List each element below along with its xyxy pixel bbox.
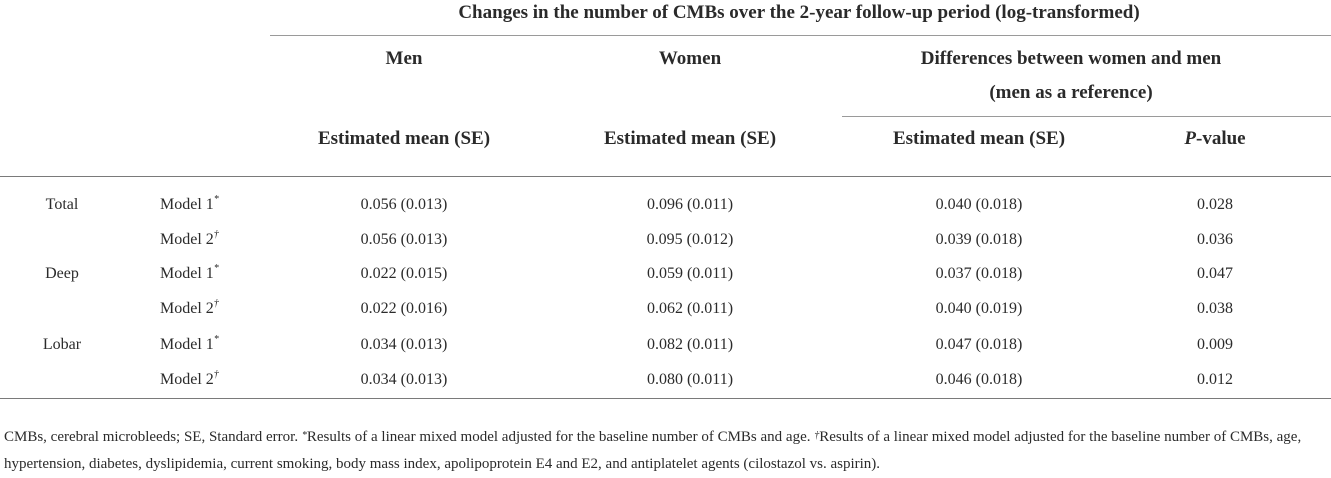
row-model: Model 2† xyxy=(160,229,219,249)
cell-differences-estimate: 0.037 (0.018) xyxy=(935,265,1023,282)
differences-group-rule xyxy=(842,116,1331,117)
row-model: Model 1* xyxy=(160,334,219,354)
cell-women-estimate: 0.059 (0.011) xyxy=(646,265,734,282)
cell-women-estimate: 0.096 (0.011) xyxy=(646,196,734,213)
footnote-model-2: Results of a linear mixed model adjusted… xyxy=(4,429,1302,472)
row-model: Model 2† xyxy=(160,369,219,389)
model-label: Model 2 xyxy=(160,231,214,248)
row-category: Lobar xyxy=(42,336,82,353)
column-header-women-estimate: Estimated mean (SE) xyxy=(603,128,777,149)
cell-p-value: 0.036 xyxy=(1197,231,1233,248)
span-title-rule xyxy=(270,35,1331,36)
model-footnote-mark: * xyxy=(213,263,219,274)
column-header-differences-estimate: Estimated mean (SE) xyxy=(892,128,1066,149)
column-header-p-value: P-value xyxy=(1184,128,1245,150)
model-footnote-mark: † xyxy=(213,229,219,240)
column-header-men-estimate: Estimated mean (SE) xyxy=(317,128,491,149)
cell-men-estimate: 0.034 (0.013) xyxy=(360,371,448,388)
footnote-model-1: Results of a linear mixed model adjusted… xyxy=(306,429,815,445)
cell-men-estimate: 0.022 (0.015) xyxy=(360,265,448,282)
cell-p-value: 0.038 xyxy=(1197,300,1233,317)
cell-women-estimate: 0.095 (0.012) xyxy=(646,231,734,248)
footnote-abbreviations: CMBs, cerebral microbleeds; SE, Standard… xyxy=(4,429,302,445)
header-bottom-rule xyxy=(0,176,1331,177)
cell-differences-estimate: 0.040 (0.018) xyxy=(935,196,1023,213)
footnote-mark-dagger: † xyxy=(814,430,820,441)
row-category: Deep xyxy=(45,265,79,282)
cell-men-estimate: 0.056 (0.013) xyxy=(360,231,448,248)
cell-women-estimate: 0.082 (0.011) xyxy=(646,336,734,353)
cell-p-value: 0.012 xyxy=(1197,371,1233,388)
model-label: Model 2 xyxy=(160,300,214,317)
model-footnote-mark: * xyxy=(213,194,219,205)
table-bottom-rule xyxy=(0,398,1331,399)
footnote-mark-asterisk: * xyxy=(301,430,307,441)
model-label: Model 1 xyxy=(160,265,214,282)
group-header-differences: Differences between women and men xyxy=(920,48,1222,69)
p-italic: P xyxy=(1184,128,1196,149)
cell-p-value: 0.009 xyxy=(1197,336,1233,353)
model-label: Model 1 xyxy=(160,196,214,213)
row-model: Model 1* xyxy=(160,194,219,214)
row-category: Total xyxy=(45,196,79,213)
model-footnote-mark: † xyxy=(213,369,219,380)
group-header-men: Men xyxy=(385,48,423,69)
cell-differences-estimate: 0.040 (0.019) xyxy=(935,300,1023,317)
model-label: Model 2 xyxy=(160,371,214,388)
cell-p-value: 0.047 xyxy=(1197,265,1233,282)
table-footnote: CMBs, cerebral microbleeds; SE, Standard… xyxy=(4,424,1328,478)
row-model: Model 1* xyxy=(160,263,219,283)
group-header-differences-reference: (men as a reference) xyxy=(989,82,1153,103)
table-span-title: Changes in the number of CMBs over the 2… xyxy=(458,2,1140,23)
cell-women-estimate: 0.062 (0.011) xyxy=(646,300,734,317)
model-footnote-mark: † xyxy=(213,298,219,309)
cell-women-estimate: 0.080 (0.011) xyxy=(646,371,734,388)
cell-men-estimate: 0.034 (0.013) xyxy=(360,336,448,353)
model-label: Model 1 xyxy=(160,336,214,353)
cell-p-value: 0.028 xyxy=(1197,196,1233,213)
cell-men-estimate: 0.056 (0.013) xyxy=(360,196,448,213)
cell-differences-estimate: 0.047 (0.018) xyxy=(935,336,1023,353)
cell-differences-estimate: 0.046 (0.018) xyxy=(935,371,1023,388)
group-header-women: Women xyxy=(658,48,722,69)
model-footnote-mark: * xyxy=(213,334,219,345)
cell-differences-estimate: 0.039 (0.018) xyxy=(935,231,1023,248)
cell-men-estimate: 0.022 (0.016) xyxy=(360,300,448,317)
row-model: Model 2† xyxy=(160,298,219,318)
p-value-suffix: -value xyxy=(1196,128,1246,149)
